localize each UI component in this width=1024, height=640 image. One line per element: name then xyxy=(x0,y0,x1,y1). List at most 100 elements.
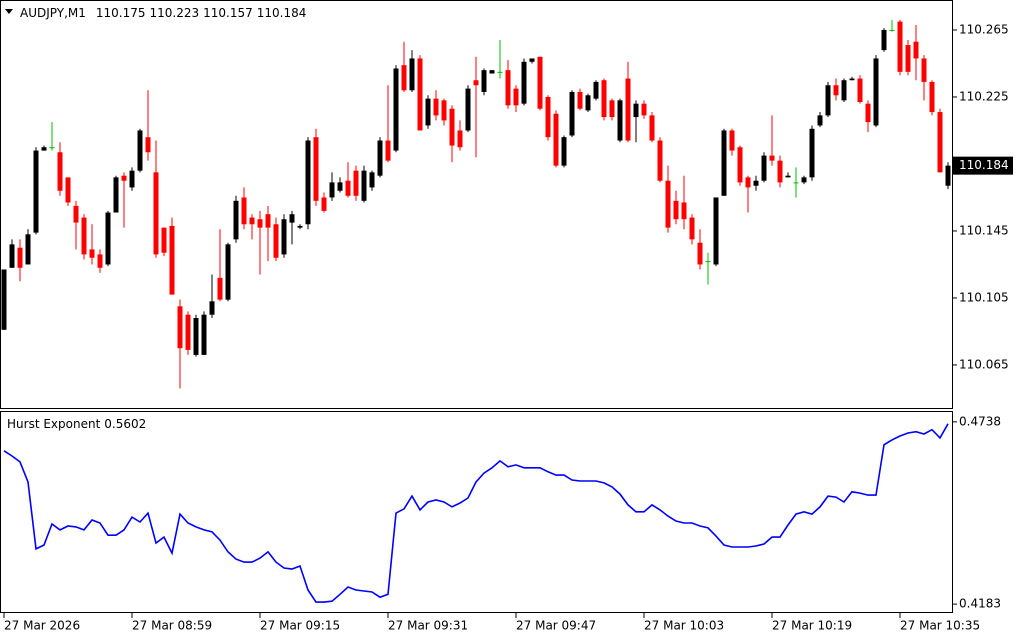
header-value: 110.157 xyxy=(203,6,253,20)
candle-body xyxy=(121,175,127,181)
current-price-box xyxy=(953,156,1013,175)
candle-body xyxy=(209,301,215,315)
candle-body xyxy=(25,234,31,265)
candle-body xyxy=(393,68,399,151)
candle-body xyxy=(385,140,391,161)
candle-body xyxy=(825,85,831,116)
y-tick-label: 110.265 xyxy=(959,22,1009,36)
candle-body xyxy=(201,314,207,355)
candle-body xyxy=(489,70,495,74)
candle-body xyxy=(585,95,591,111)
candle-body xyxy=(521,61,527,104)
candle-body xyxy=(897,21,903,72)
symbol: AUDJPY,M1 xyxy=(20,6,86,20)
candle-body xyxy=(601,80,607,118)
candle-body xyxy=(753,180,759,186)
y-tick-label: 110.145 xyxy=(959,223,1009,237)
candle-body xyxy=(561,137,567,166)
candle-body xyxy=(937,112,943,173)
candle-body xyxy=(945,165,951,186)
candle-body xyxy=(337,182,343,191)
candle-body xyxy=(577,91,583,109)
header-value: 110.184 xyxy=(257,6,307,20)
y-tick-label: 0.4183 xyxy=(959,597,1001,611)
candle-body xyxy=(65,177,71,203)
candle-body xyxy=(481,70,487,92)
candle-body xyxy=(809,128,815,178)
candle-body xyxy=(857,78,863,102)
candle-body xyxy=(89,249,95,258)
x-tick-label: 27 Mar 10:19 xyxy=(772,619,852,633)
candle-body xyxy=(313,137,319,201)
candle-body xyxy=(833,85,839,96)
candle-body xyxy=(345,180,351,196)
candle-body xyxy=(321,197,327,211)
candle-body xyxy=(329,182,335,198)
candle-body xyxy=(169,225,175,295)
candle-body xyxy=(673,200,679,220)
candle-body xyxy=(289,214,295,223)
candle-body xyxy=(793,182,799,184)
candle-body xyxy=(425,98,431,126)
candle-body xyxy=(9,244,15,268)
indicator-pane xyxy=(0,411,953,613)
candle-body xyxy=(777,160,783,183)
candle-body xyxy=(33,150,39,233)
candle-body xyxy=(369,172,375,188)
candle-body xyxy=(401,65,407,91)
candle-body xyxy=(225,244,231,300)
candle-body xyxy=(449,108,455,146)
candle-body xyxy=(729,130,735,151)
x-tick-label: 27 Mar 2026 xyxy=(4,619,80,633)
candle-body xyxy=(713,197,719,265)
x-tick-label: 27 Mar 09:15 xyxy=(260,619,340,633)
candle-body xyxy=(881,29,887,51)
candle-body xyxy=(865,103,871,123)
candle-body xyxy=(265,214,271,228)
candle-body xyxy=(297,225,303,228)
indicator-name: Hurst Exponent xyxy=(7,417,101,431)
candle-body xyxy=(145,137,151,153)
candle-body xyxy=(361,170,367,201)
candle-body xyxy=(665,180,671,228)
x-tick-label: 27 Mar 09:31 xyxy=(388,619,468,633)
candle-body xyxy=(305,140,311,225)
candle-body xyxy=(377,140,383,176)
candle-body xyxy=(841,80,847,101)
candle-body xyxy=(929,81,935,113)
x-tick-label: 27 Mar 09:47 xyxy=(516,619,596,633)
candle-body xyxy=(641,103,647,116)
header-value: 110.175 xyxy=(96,6,146,20)
indicator-value: 0.5602 xyxy=(104,417,146,431)
candle-body xyxy=(505,70,511,106)
candle-body xyxy=(273,224,279,258)
candle-body xyxy=(193,318,199,355)
candle-body xyxy=(465,88,471,131)
candle-body xyxy=(185,314,191,350)
candle-body xyxy=(849,78,855,81)
candle-body xyxy=(137,130,143,171)
candle-body xyxy=(633,103,639,118)
candle-body xyxy=(73,205,79,223)
candle-body xyxy=(705,261,711,263)
header-value: 110.223 xyxy=(150,6,200,20)
candle-body xyxy=(441,100,447,121)
current-price-label: 110.184 xyxy=(959,158,1009,172)
x-tick-label: 27 Mar 10:35 xyxy=(900,619,980,633)
candle-body xyxy=(249,217,255,225)
candle-body xyxy=(153,172,159,255)
candle-body xyxy=(545,96,551,138)
candle-body xyxy=(497,71,503,73)
candle-body xyxy=(905,45,911,72)
candle-body xyxy=(49,147,55,149)
y-tick-label: 110.105 xyxy=(959,290,1009,304)
candle-body xyxy=(649,115,655,141)
price-pane xyxy=(0,0,953,409)
candle-body xyxy=(689,217,695,240)
candle-body xyxy=(921,58,927,82)
candle-body xyxy=(537,56,543,109)
candle-body xyxy=(233,200,239,240)
candle-body xyxy=(617,100,623,141)
candle-body xyxy=(657,140,663,181)
